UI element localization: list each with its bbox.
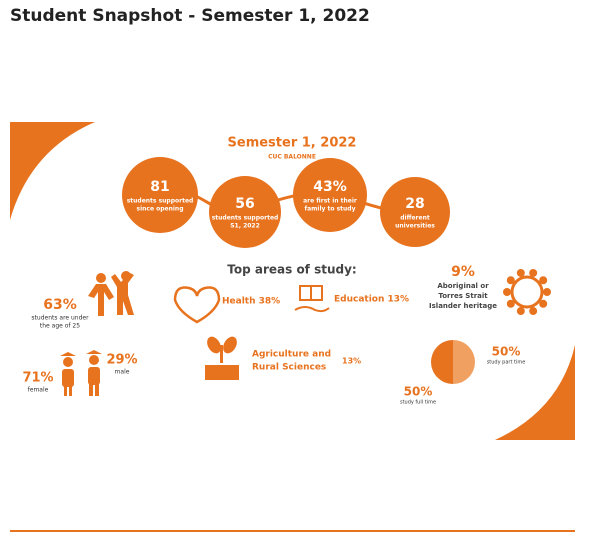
- area-label: Education 13%: [334, 295, 409, 305]
- page-title: Student Snapshot - Semester 1, 2022: [10, 6, 370, 26]
- heritage-value: 9%: [451, 264, 475, 280]
- area-value: 13%: [342, 357, 361, 366]
- ring-person: [516, 268, 525, 277]
- health-icon: [173, 286, 221, 324]
- stat-value: 43%: [313, 179, 347, 195]
- heritage-label: Torres Strait: [438, 292, 488, 300]
- stat-value: 28: [405, 196, 424, 212]
- corner-decoration: [495, 345, 575, 440]
- mode-label: study full time: [400, 400, 436, 406]
- ring-person: [529, 268, 538, 277]
- mode-pie-part: [453, 340, 475, 384]
- gender-value: 71%: [22, 371, 53, 386]
- ring-line: [510, 275, 544, 309]
- gender-value: 29%: [106, 353, 137, 368]
- ring-person: [503, 288, 511, 296]
- people-icon: [88, 271, 134, 316]
- area-label: Rural Sciences: [252, 363, 326, 373]
- ring-person: [516, 307, 525, 316]
- ring-person: [539, 276, 548, 285]
- stat-value: 81: [150, 179, 169, 195]
- stat-circle: [209, 176, 281, 248]
- ring-person: [543, 288, 551, 296]
- mode-pie-full: [431, 340, 453, 384]
- gender-label: male: [115, 369, 130, 376]
- stat-label: universities: [395, 223, 435, 230]
- mode-label: study part time: [487, 360, 526, 366]
- heritage-label: Aboriginal or: [437, 282, 489, 290]
- ring-person: [539, 299, 548, 308]
- age-label: the age of 25: [40, 323, 80, 330]
- stat-circle: [380, 177, 450, 247]
- stat-label: S1, 2022: [230, 223, 260, 230]
- education-icon: [294, 285, 330, 313]
- stat-value: 56: [235, 196, 254, 212]
- gender-label: female: [28, 387, 49, 394]
- area-label: Agriculture and: [252, 350, 331, 360]
- age-label: students are under: [31, 315, 89, 322]
- age-value: 63%: [43, 297, 77, 313]
- heritage-label: Islander heritage: [429, 302, 497, 310]
- heritage-icon: [503, 268, 551, 316]
- mode-value: 50%: [492, 345, 521, 359]
- subheading: CUC BALONNE: [268, 154, 316, 161]
- ring-person: [506, 276, 515, 285]
- stat-label: different: [400, 215, 430, 222]
- stat-label: are first in their: [303, 198, 357, 205]
- ring-person: [529, 307, 538, 316]
- corner-decoration: [10, 122, 95, 220]
- connector: [159, 190, 416, 214]
- stat-label: students supported: [212, 215, 279, 222]
- ring-person: [506, 299, 515, 308]
- stat-label: students supported: [127, 198, 194, 205]
- stat-label: since opening: [137, 206, 184, 213]
- stat-label: family to study: [304, 206, 355, 213]
- stat-circle: [293, 158, 367, 232]
- area-label: Health 38%: [222, 297, 280, 307]
- mode-value: 50%: [404, 385, 433, 399]
- graduates-icon: [60, 350, 102, 396]
- stat-circle: [122, 157, 198, 233]
- heading: Semester 1, 2022: [228, 136, 357, 151]
- agriculture-icon: [205, 336, 239, 380]
- infographic: Semester 1, 2022 CUC BALONNE 81 students …: [10, 122, 575, 440]
- study-heading: Top areas of study:: [227, 263, 356, 277]
